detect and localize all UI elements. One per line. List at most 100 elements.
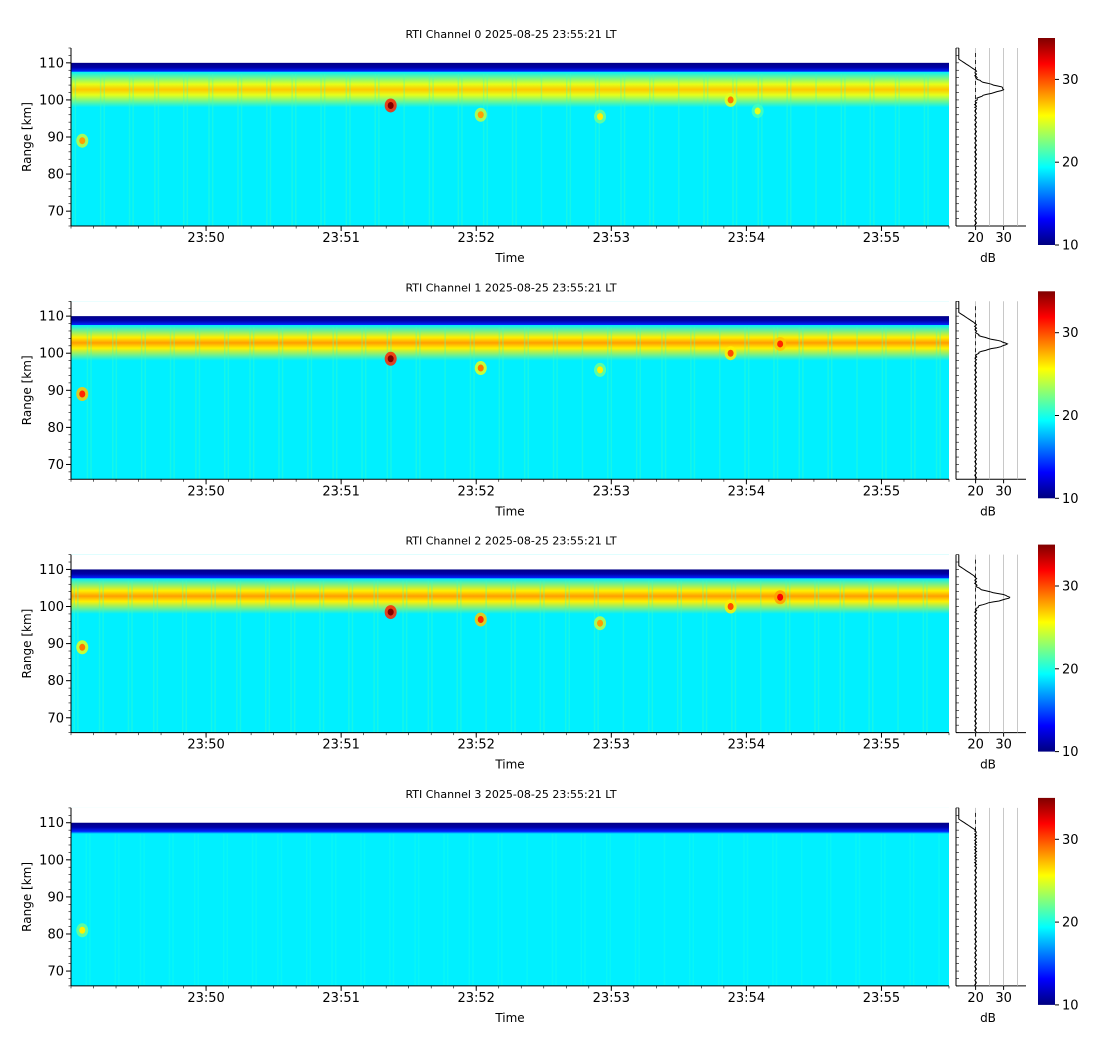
texture-streak (331, 833, 333, 986)
x-tick-label: 23:54 (728, 484, 765, 499)
y-tick-label: 90 (47, 890, 64, 905)
chart-title: RTI Channel 1 2025-08-25 23:55:21 LT (405, 281, 616, 294)
texture-streak (501, 833, 503, 986)
profile-x-tick-label: 20 (967, 484, 984, 499)
x-tick-label: 23:53 (593, 231, 630, 246)
texture-streak (99, 73, 102, 226)
x-tick-label: 23:54 (728, 231, 765, 246)
texture-streak (938, 833, 940, 986)
texture-streak (446, 833, 449, 986)
profile-x-label: dB (980, 504, 996, 518)
colorbar-tick-label: 20 (1062, 916, 1079, 931)
texture-streak (473, 327, 475, 480)
profile-x-tick-label: 30 (995, 738, 1012, 753)
texture-streak (144, 327, 146, 480)
texture-streak (277, 833, 279, 986)
texture-streak (373, 580, 375, 733)
texture-streak (913, 833, 915, 986)
texture-streak (652, 73, 655, 226)
texture-streak (873, 73, 875, 226)
y-tick-label: 80 (47, 674, 64, 689)
texture-streak (102, 580, 104, 733)
texture-streak (815, 73, 817, 226)
texture-streak (77, 580, 79, 733)
texture-streak (197, 833, 200, 986)
y-tick-label: 70 (47, 711, 64, 726)
texture-streak (555, 833, 557, 986)
texture-streak (747, 327, 750, 480)
texture-streak (461, 73, 463, 226)
colorbar-tick-label: 10 (1062, 239, 1079, 254)
above-layer-mask (71, 554, 949, 570)
texture-streak (910, 327, 912, 480)
texture-streak (183, 73, 185, 226)
texture-streak (543, 580, 545, 733)
texture-streak (443, 833, 445, 986)
texture-streak (744, 327, 746, 480)
texture-streak (801, 833, 803, 986)
x-tick-label: 23:54 (728, 991, 765, 1006)
texture-streak (568, 580, 570, 733)
echo-point (79, 390, 86, 398)
texture-streak (131, 580, 133, 733)
texture-streak (456, 580, 458, 733)
echo-point (777, 593, 784, 601)
profile-x-tick-label: 30 (995, 484, 1012, 499)
texture-streak (240, 73, 243, 226)
texture-streak (249, 327, 251, 480)
texture-streak (307, 327, 309, 480)
texture-streak (594, 73, 597, 226)
colorbar-tick-label: 10 (1062, 998, 1079, 1013)
x-axis-label: Time (494, 1011, 524, 1025)
x-tick-label: 23:55 (863, 991, 900, 1006)
profile-curve (958, 554, 1011, 733)
colorbar: 10 20 30 (1038, 544, 1079, 760)
texture-streak (374, 73, 376, 226)
echo-point (79, 926, 86, 934)
texture-streak (552, 327, 555, 480)
texture-streak (186, 73, 189, 226)
texture-streak (157, 73, 160, 226)
texture-streak (211, 73, 214, 226)
profile-plot: 20 30 dB (955, 300, 1026, 518)
texture-streak (556, 327, 558, 480)
texture-streak (856, 327, 858, 480)
texture-streak (735, 73, 738, 226)
texture-streak (390, 327, 392, 480)
heatmap (71, 301, 949, 480)
texture-streak (265, 580, 267, 733)
texture-streak (692, 833, 695, 986)
colorbar: 10 20 30 (1038, 38, 1079, 254)
layer-upper-edge (71, 315, 949, 328)
echo-point (777, 340, 784, 348)
texture-streak (185, 580, 187, 733)
texture-streak (103, 73, 105, 226)
echo-point (387, 355, 394, 363)
texture-streak (798, 327, 800, 480)
x-tick-label: 23:50 (187, 484, 224, 499)
x-tick-label: 23:50 (187, 231, 224, 246)
texture-streak (939, 327, 941, 480)
texture-streak (814, 580, 816, 733)
texture-streak (418, 833, 420, 986)
texture-streak (581, 327, 584, 480)
texture-streak (757, 73, 759, 226)
texture-streak (194, 833, 196, 986)
texture-streak (173, 327, 175, 480)
texture-streak (222, 833, 225, 986)
texture-streak (620, 73, 622, 226)
texture-streak (278, 327, 280, 480)
texture-streak (897, 580, 899, 733)
texture-streak (251, 833, 254, 986)
texture-streak (868, 580, 870, 733)
texture-streak (89, 833, 91, 986)
echo-point (727, 96, 734, 104)
texture-streak (661, 327, 663, 480)
texture-streak (127, 580, 130, 733)
colorbar-tick-label: 20 (1062, 156, 1079, 171)
echo-point (477, 364, 484, 372)
rti-panel-3: RTI Channel 3 2025-08-25 23:55:21 LT 70 80… (20, 788, 1079, 1025)
profile-x-tick-label: 30 (995, 231, 1012, 246)
texture-streak (351, 580, 354, 733)
